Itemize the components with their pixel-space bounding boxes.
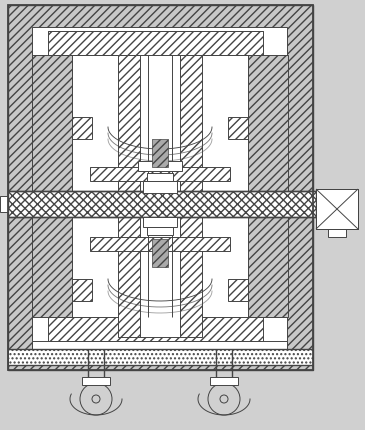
Bar — [72, 280, 92, 301]
Bar — [90, 237, 230, 252]
Bar — [32, 56, 72, 317]
Bar — [180, 218, 202, 337]
Bar — [210, 377, 238, 385]
Bar — [143, 181, 177, 194]
Bar — [32, 341, 287, 349]
Bar — [328, 230, 346, 237]
Bar — [32, 28, 287, 347]
Bar — [118, 56, 140, 203]
Bar — [152, 140, 168, 168]
Bar — [316, 190, 358, 230]
Bar — [152, 240, 168, 267]
Bar — [248, 56, 288, 317]
Bar — [138, 162, 182, 172]
Bar — [147, 174, 173, 181]
Bar — [143, 218, 177, 227]
Bar — [180, 56, 202, 203]
Bar — [82, 377, 110, 385]
Bar — [90, 168, 230, 181]
Bar — [0, 197, 8, 212]
Bar — [228, 118, 248, 140]
Bar — [8, 349, 313, 365]
Bar — [170, 56, 248, 317]
Bar — [72, 56, 150, 317]
Bar — [48, 32, 263, 56]
Bar — [316, 190, 358, 230]
Bar — [228, 280, 248, 301]
Bar — [48, 317, 263, 341]
Bar — [147, 227, 173, 236]
Bar — [140, 218, 180, 337]
Bar — [140, 56, 180, 203]
Bar — [72, 118, 92, 140]
Bar — [8, 6, 313, 370]
Bar — [8, 191, 316, 218]
Bar — [8, 6, 313, 370]
Bar — [118, 218, 140, 337]
